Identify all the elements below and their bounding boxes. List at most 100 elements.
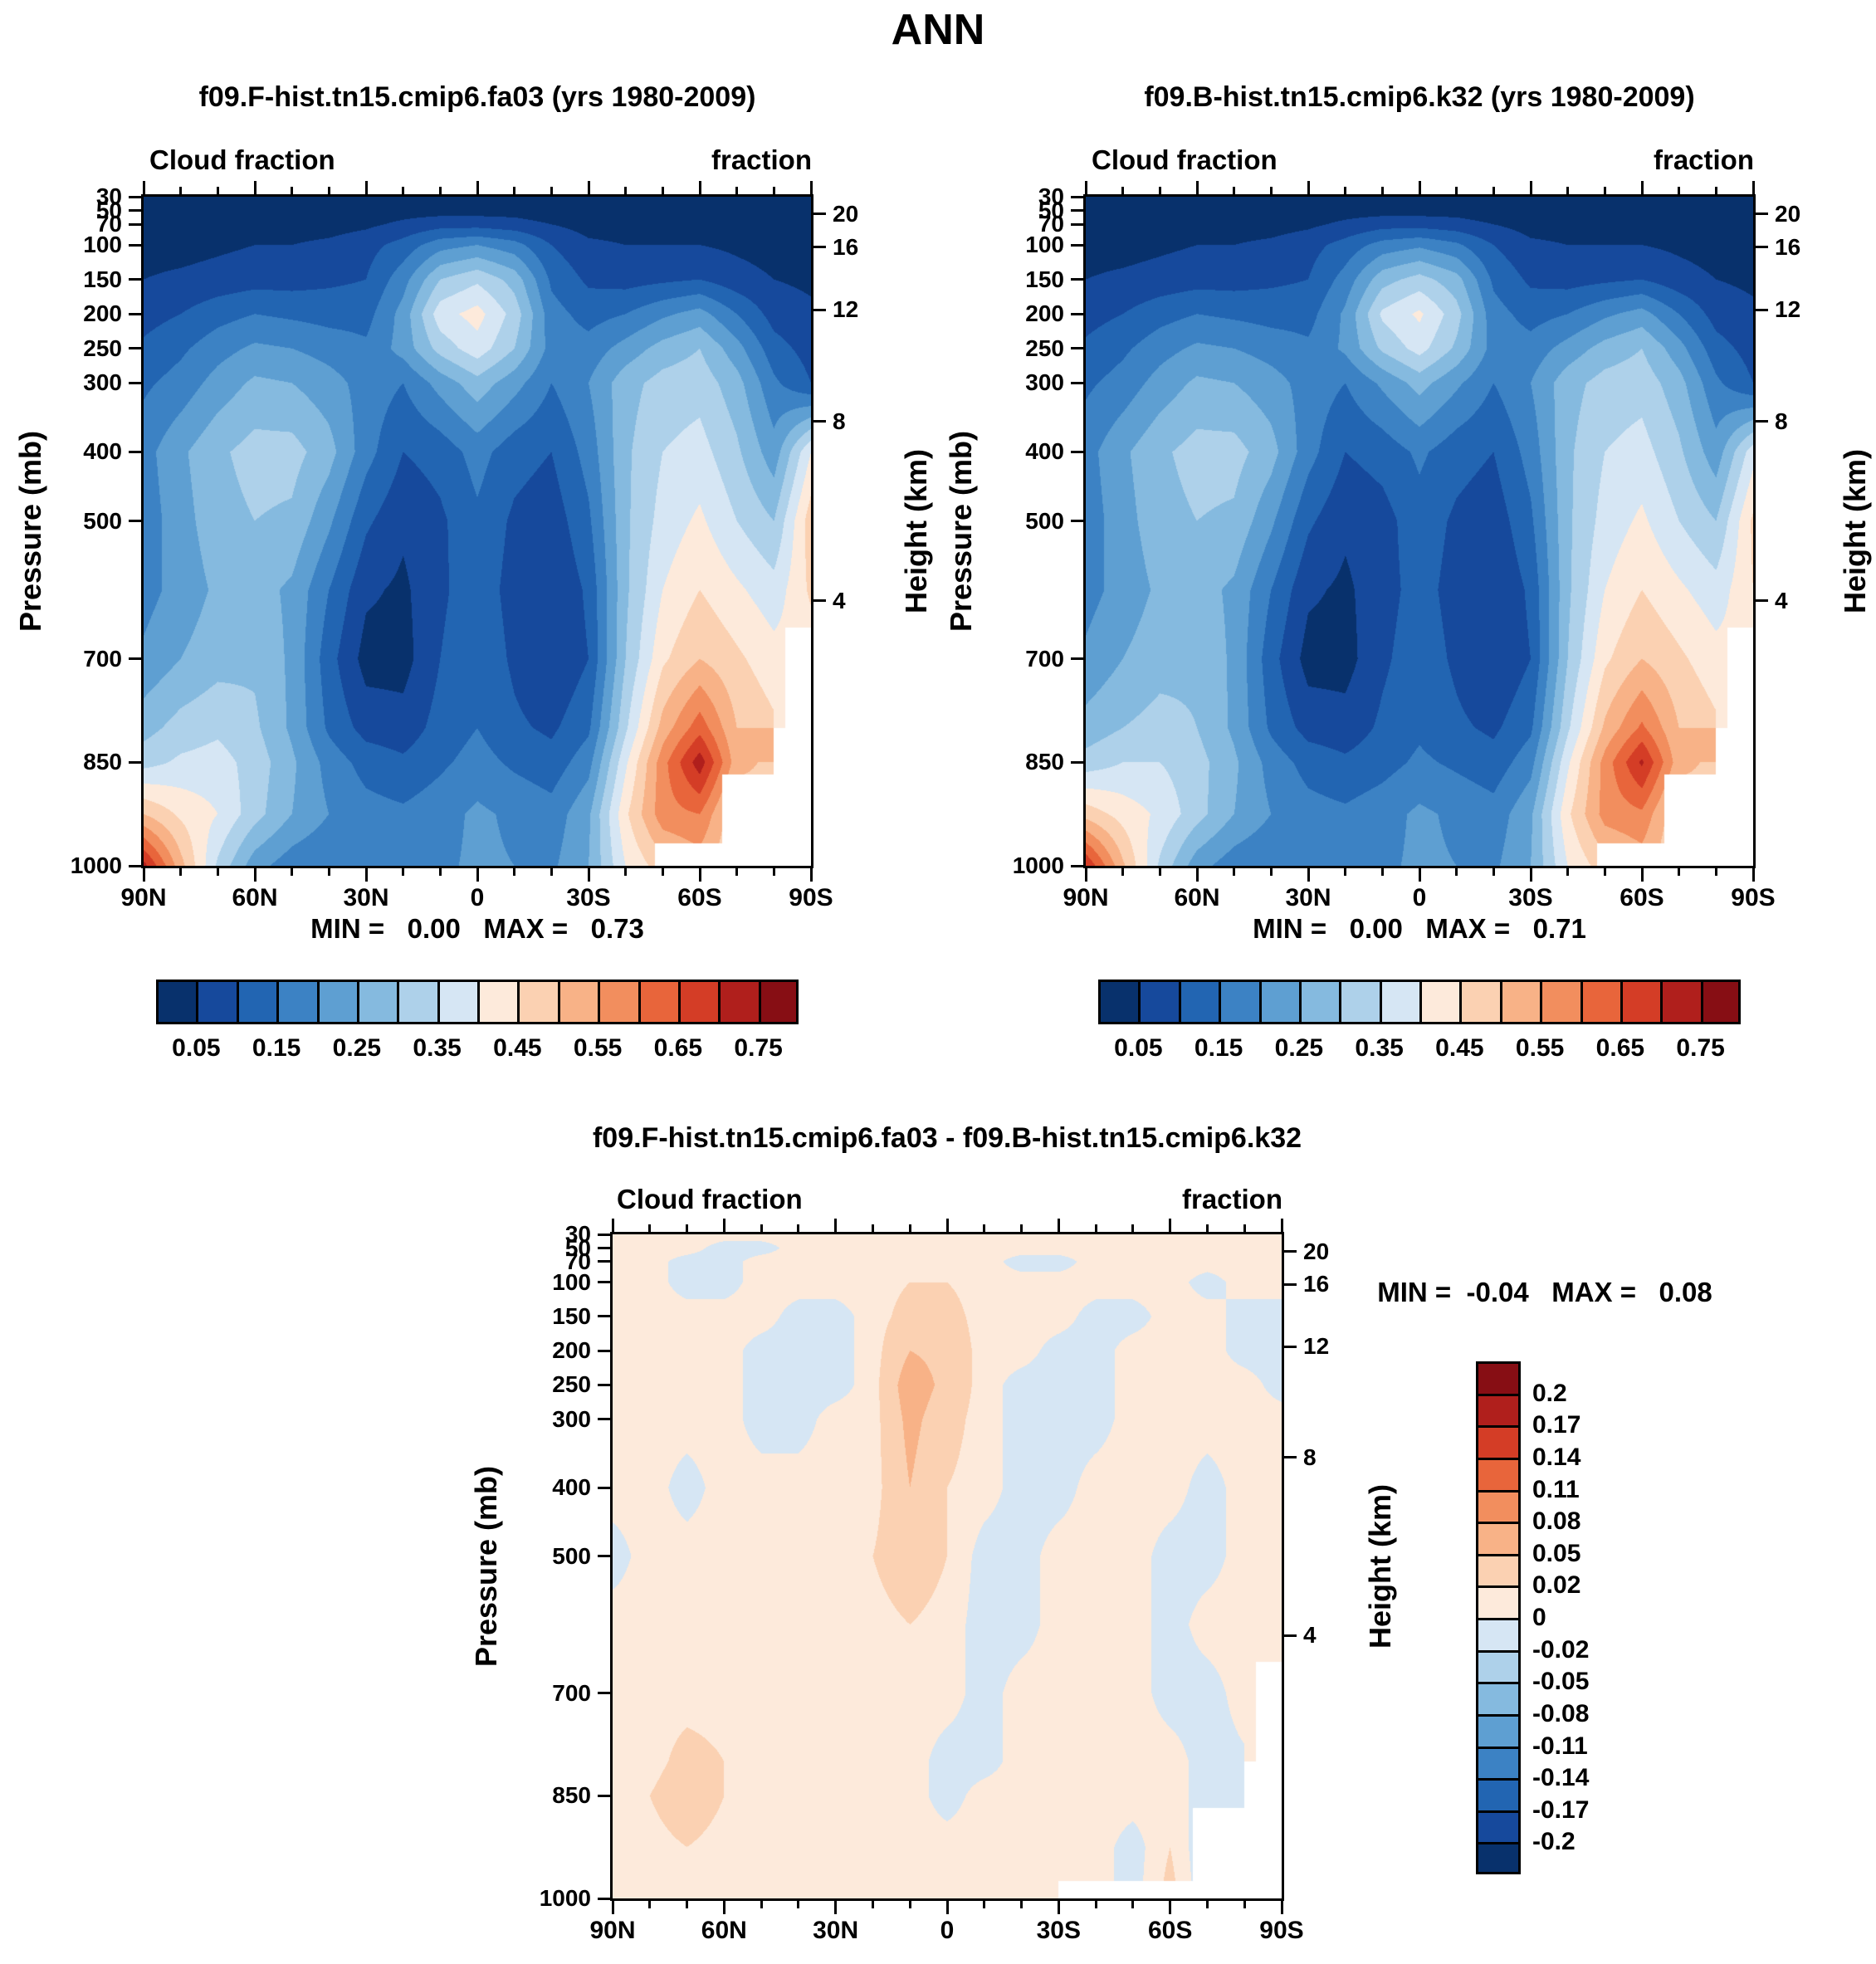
latitude-tick: [1094, 1901, 1097, 1908]
latitude-tick: [760, 1224, 763, 1232]
colorbar-cell: [1339, 980, 1382, 1024]
colorbar-cell: [718, 980, 761, 1024]
latitude-tick: [1603, 868, 1606, 876]
colorbar-cell: [1419, 980, 1462, 1024]
pressure-tick: [129, 760, 141, 764]
height-tick: [813, 308, 826, 311]
latitude-tick: [1158, 868, 1161, 876]
latitude-tick: [698, 181, 701, 194]
y-axis-title-diff: Pressure (mb): [469, 1465, 503, 1668]
latitude-tick: [438, 187, 442, 194]
colorbar-cell: [1500, 980, 1542, 1024]
pressure-tick: [1071, 381, 1083, 384]
panel-left-variable-label: Cloud fraction: [149, 144, 335, 175]
y-axis-title-left: Pressure (mb): [13, 430, 47, 633]
latitude-tick: [809, 181, 813, 194]
pressure-tick-label: 250: [83, 335, 122, 361]
colorbar-label: 0.02: [1532, 1571, 1581, 1600]
latitude-tick: [772, 187, 775, 194]
latitude-tick-label: 90N: [1063, 884, 1109, 911]
latitude-tick: [1380, 868, 1384, 876]
latitude-tick-label: 30S: [566, 884, 611, 911]
pressure-tick-label: 850: [552, 1782, 591, 1809]
pressure-tick: [598, 1233, 610, 1236]
colorbar-label: 0.45: [1435, 1034, 1484, 1062]
colorbar-cell: [1380, 980, 1422, 1024]
latitude-tick: [1205, 1901, 1209, 1908]
colorbar-cell: [397, 980, 440, 1024]
pressure-tick-label: 150: [83, 266, 122, 292]
colorbar-cell: [196, 980, 239, 1024]
pressure-tick-label: 30: [1038, 183, 1064, 209]
latitude-tick: [1566, 187, 1570, 194]
panel-right-units-label: fraction: [1653, 144, 1754, 175]
colorbar-cell: [1459, 980, 1502, 1024]
colorbar-label: 0.2: [1532, 1379, 1567, 1407]
pressure-tick: [129, 450, 141, 453]
height-tick-label: 12: [1303, 1333, 1330, 1360]
pressure-tick-label: 150: [1025, 266, 1064, 292]
pressure-tick: [1071, 312, 1083, 315]
height-tick-label: 16: [1775, 233, 1801, 260]
latitude-tick: [476, 868, 479, 882]
pressure-tick-label: 250: [552, 1371, 591, 1398]
latitude-tick-label: 0: [940, 1917, 955, 1944]
latitude-tick-label: 90S: [789, 884, 833, 911]
latitude-tick: [648, 1901, 652, 1908]
pressure-tick: [598, 1383, 610, 1386]
colorbar-label: 0.08: [1532, 1507, 1581, 1536]
pressure-tick-label: 1000: [1012, 853, 1064, 878]
latitude-tick: [1084, 181, 1087, 194]
height-tick: [1756, 599, 1768, 603]
latitude-tick: [1205, 1224, 1209, 1232]
latitude-tick-label: 0: [470, 884, 485, 911]
contour-field-canvas: [1086, 197, 1753, 866]
pressure-tick-label: 200: [1025, 300, 1064, 327]
latitude-tick: [1158, 187, 1161, 194]
pressure-tick: [1071, 195, 1083, 198]
colorbar-label: 0.25: [1274, 1034, 1324, 1062]
colorbar-cell: [678, 980, 721, 1024]
latitude-tick-label: 30N: [343, 884, 389, 911]
latitude-tick: [983, 1901, 986, 1908]
pressure-tick-label: 70: [564, 1248, 591, 1274]
latitude-tick: [1307, 181, 1310, 194]
panel-right-variable-label: Cloud fraction: [1092, 144, 1278, 175]
latitude-tick: [142, 181, 145, 194]
pressure-tick-label: 50: [95, 197, 122, 223]
colorbar-label: 0.14: [1532, 1443, 1581, 1471]
colorbar-cell: [237, 980, 279, 1024]
colorbar-cell: [598, 980, 641, 1024]
height-tick-label: 20: [1775, 200, 1801, 227]
pressure-tick: [129, 520, 141, 523]
pressure-tick-label: 850: [1025, 749, 1064, 775]
pressure-tick: [1071, 209, 1083, 213]
latitude-tick: [1094, 1224, 1097, 1232]
pressure-tick: [129, 243, 141, 247]
latitude-tick: [1492, 187, 1495, 194]
latitude-tick: [179, 868, 183, 876]
pressure-tick-label: 30: [95, 183, 122, 209]
colorbar-cell: [1476, 1585, 1521, 1620]
pressure-tick: [129, 209, 141, 213]
colorbar-label: 0: [1532, 1604, 1546, 1631]
colorbar-cell: [1098, 980, 1141, 1024]
latitude-tick: [179, 187, 183, 194]
latitude-tick: [1121, 868, 1125, 876]
latitude-tick: [1020, 1901, 1023, 1908]
pressure-tick-label: 500: [83, 507, 122, 534]
latitude-tick-label: 60N: [701, 1917, 747, 1944]
latitude-tick: [661, 187, 664, 194]
pressure-tick: [1071, 864, 1083, 867]
colorbar-label: -0.17: [1532, 1795, 1590, 1824]
latitude-tick: [1603, 187, 1606, 194]
latitude-tick: [550, 187, 553, 194]
pressure-tick-label: 150: [552, 1302, 591, 1329]
latitude-tick: [871, 1901, 874, 1908]
pressure-tick: [598, 1897, 610, 1900]
colorbar-label: 0.05: [172, 1034, 221, 1062]
colorbar-diff: 0.2 0.17 0.14 0.11 0.08 0.05 0.02 0 -0.02 -0.05 -0…: [1476, 1361, 1625, 1874]
contour-plot-right: 30 50 70 100 150 200 250 300 400 500 700 850 1000 20 1…: [1013, 181, 1800, 911]
latitude-tick: [1269, 868, 1273, 876]
latitude-tick: [291, 868, 294, 876]
